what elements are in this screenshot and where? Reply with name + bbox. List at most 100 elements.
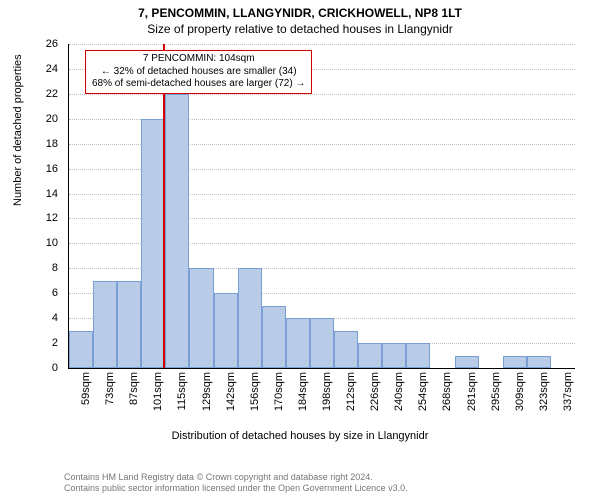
bar (286, 318, 310, 368)
y-tick-label: 10 (46, 237, 58, 249)
bar-slot (455, 356, 479, 368)
bar (455, 356, 479, 368)
x-tick-slot: 142sqm (213, 370, 237, 430)
footer: Contains HM Land Registry data © Crown c… (64, 472, 584, 495)
bar (189, 268, 213, 368)
bar-slot (286, 318, 310, 368)
bar (503, 356, 527, 368)
x-tick-slot: 212sqm (333, 370, 357, 430)
bar (69, 331, 93, 368)
bar-slot (117, 281, 141, 368)
footer-line1: Contains HM Land Registry data © Crown c… (64, 472, 584, 483)
bar (262, 306, 286, 368)
x-tick-label: 73sqm (104, 372, 116, 405)
x-tick-label: 129sqm (201, 372, 213, 411)
bar (310, 318, 334, 368)
bar-slot (189, 268, 213, 368)
x-tick-label: 212sqm (345, 372, 357, 411)
x-tick-slot: 295sqm (478, 370, 502, 430)
bar-slot (382, 343, 406, 368)
bar-slot (93, 281, 117, 368)
y-tick-label: 14 (46, 188, 58, 200)
bar-slot (310, 318, 334, 368)
y-tick-label: 26 (46, 38, 58, 50)
x-tick-slot: 170sqm (261, 370, 285, 430)
chart-title-line1: 7, PENCOMMIN, LLANGYNIDR, CRICKHOWELL, N… (0, 0, 600, 20)
y-tick-label: 12 (46, 212, 58, 224)
x-axis-title: Distribution of detached houses by size … (0, 430, 600, 442)
bar-slot (503, 356, 527, 368)
x-tick-label: 170sqm (273, 372, 285, 411)
x-tick-label: 59sqm (80, 372, 92, 405)
x-tick-label: 254sqm (417, 372, 429, 411)
x-tick-slot: 226sqm (357, 370, 381, 430)
bar (406, 343, 430, 368)
y-tick-label: 0 (52, 362, 58, 374)
x-tick-slot: 281sqm (454, 370, 478, 430)
bar (382, 343, 406, 368)
y-tick-label: 8 (52, 262, 58, 274)
bar-slot (406, 343, 430, 368)
y-tick-label: 18 (46, 138, 58, 150)
x-tick-slot: 268sqm (429, 370, 453, 430)
footer-line2: Contains public sector information licen… (64, 483, 584, 494)
bar (165, 94, 189, 368)
bar-slot (527, 356, 551, 368)
x-tick-label: 115sqm (176, 372, 188, 410)
x-tick-slot: 337sqm (550, 370, 574, 430)
x-tick-slot: 323sqm (526, 370, 550, 430)
x-tick-label: 184sqm (297, 372, 309, 411)
callout-line1: 7 PENCOMMIN: 104sqm (92, 53, 305, 66)
y-tick-label: 6 (52, 287, 58, 299)
x-tick-label: 281sqm (466, 372, 478, 411)
chart-title-line2: Size of property relative to detached ho… (0, 20, 600, 36)
x-tick-slot: 59sqm (68, 370, 92, 430)
y-tick-label: 2 (52, 337, 58, 349)
x-axis-ticks: 59sqm 73sqm 87sqm101sqm 115sqm 129sqm 142sqm 1… (68, 370, 574, 430)
y-tick-label: 20 (46, 113, 58, 125)
x-tick-slot: 309sqm (502, 370, 526, 430)
callout-line3: 68% of semi-detached houses are larger (… (92, 78, 305, 91)
x-tick-label: 337sqm (562, 372, 574, 411)
x-tick-slot: 87sqm (116, 370, 140, 430)
bar-slot (262, 306, 286, 368)
x-tick-label: 87sqm (128, 372, 140, 405)
y-tick-label: 24 (46, 63, 58, 75)
bar (93, 281, 117, 368)
x-tick-slot: 115sqm (164, 370, 188, 430)
bar (527, 356, 551, 368)
bar-slot (214, 293, 238, 368)
x-tick-slot: 254sqm (405, 370, 429, 430)
x-tick-label: 142sqm (225, 372, 237, 411)
bar (214, 293, 238, 368)
x-tick-label: 309sqm (514, 372, 526, 411)
y-tick-label: 16 (46, 163, 58, 175)
y-tick-label: 22 (46, 88, 58, 100)
bar-slot (358, 343, 382, 368)
x-tick-slot: 198sqm (309, 370, 333, 430)
bar-slot (334, 331, 358, 368)
x-tick-label: 268sqm (441, 372, 453, 411)
x-tick-slot: 184sqm (285, 370, 309, 430)
x-tick-label: 323sqm (538, 372, 550, 411)
x-tick-label: 198sqm (321, 372, 333, 411)
x-tick-label: 226sqm (369, 372, 381, 411)
bar-slot (69, 331, 93, 368)
bar-slot (165, 94, 189, 368)
x-tick-slot: 73sqm (92, 370, 116, 430)
callout-box: 7 PENCOMMIN: 104sqm ← 32% of detached ho… (85, 50, 312, 94)
x-tick-label: 240sqm (393, 372, 405, 411)
x-tick-label: 156sqm (249, 372, 261, 411)
y-tick-label: 4 (52, 312, 58, 324)
bar (238, 268, 262, 368)
bar-slot (238, 268, 262, 368)
chart-container: 7, PENCOMMIN, LLANGYNIDR, CRICKHOWELL, N… (0, 0, 600, 500)
bar (334, 331, 358, 368)
x-tick-slot: 240sqm (381, 370, 405, 430)
callout-line2: ← 32% of detached houses are smaller (34… (92, 66, 305, 79)
y-axis-ticks: 02468101214161820222426 (0, 44, 64, 368)
bar (358, 343, 382, 368)
x-tick-slot: 156sqm (237, 370, 261, 430)
x-tick-slot: 101sqm (140, 370, 164, 430)
bar (117, 281, 141, 368)
